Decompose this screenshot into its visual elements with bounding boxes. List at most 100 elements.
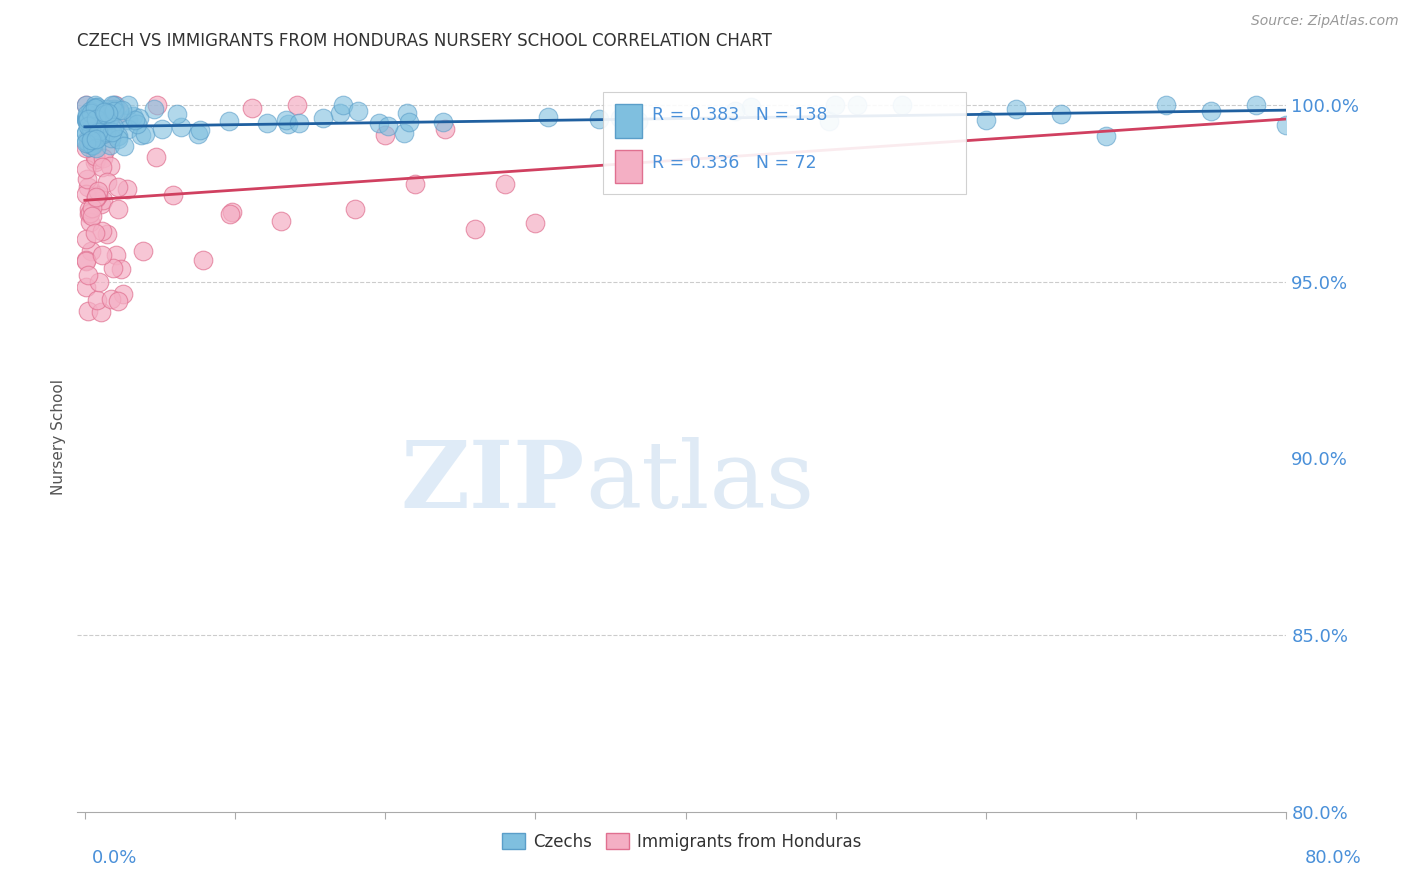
Immigrants from Honduras <box>464 221 486 235</box>
Czechs <box>974 112 997 127</box>
Immigrants from Honduras <box>344 202 367 217</box>
Czechs <box>609 111 631 125</box>
Immigrants from Honduras <box>91 224 114 238</box>
Immigrants from Honduras <box>87 188 110 202</box>
Czechs <box>117 113 139 128</box>
Czechs <box>367 116 389 130</box>
Czechs <box>277 117 299 131</box>
Czechs <box>86 109 108 123</box>
Czechs <box>79 115 101 129</box>
Czechs <box>83 103 105 118</box>
Czechs <box>740 100 762 114</box>
Czechs <box>87 128 110 143</box>
Czechs <box>76 110 98 124</box>
Czechs <box>311 111 333 125</box>
Czechs <box>398 115 420 129</box>
Czechs <box>103 103 125 118</box>
Immigrants from Honduras <box>101 261 124 276</box>
Czechs <box>76 112 98 126</box>
Immigrants from Honduras <box>84 152 107 166</box>
Czechs <box>84 119 107 133</box>
Czechs <box>77 135 100 149</box>
Czechs <box>134 127 156 141</box>
Immigrants from Honduras <box>91 151 114 165</box>
Czechs <box>98 106 121 120</box>
Czechs <box>112 138 135 153</box>
Bar <box>616 104 643 138</box>
Immigrants from Honduras <box>83 154 105 169</box>
Immigrants from Honduras <box>84 149 107 163</box>
Immigrants from Honduras <box>75 98 97 112</box>
Immigrants from Honduras <box>221 204 243 219</box>
Immigrants from Honduras <box>94 144 117 158</box>
Czechs <box>80 132 103 146</box>
Czechs <box>122 109 145 123</box>
Immigrants from Honduras <box>77 206 100 220</box>
Immigrants from Honduras <box>80 244 103 258</box>
Czechs <box>94 114 117 128</box>
Czechs <box>188 123 211 137</box>
Czechs <box>75 126 97 140</box>
Czechs <box>87 108 110 122</box>
Immigrants from Honduras <box>145 150 167 164</box>
Immigrants from Honduras <box>75 232 97 246</box>
Czechs <box>537 110 560 124</box>
Y-axis label: Nursery School: Nursery School <box>51 379 66 495</box>
Text: 0.0%: 0.0% <box>91 848 136 866</box>
Czechs <box>1275 118 1298 132</box>
Czechs <box>627 114 650 128</box>
Czechs <box>890 98 912 112</box>
Czechs <box>82 137 104 152</box>
Czechs <box>218 113 240 128</box>
Czechs <box>288 116 311 130</box>
Immigrants from Honduras <box>76 171 98 186</box>
Czechs <box>94 125 117 139</box>
Czechs <box>84 118 107 132</box>
Czechs <box>87 110 110 124</box>
Czechs <box>329 105 352 120</box>
Czechs <box>82 138 104 153</box>
Czechs <box>256 116 278 130</box>
Immigrants from Honduras <box>434 122 457 136</box>
Czechs <box>97 112 120 126</box>
Czechs <box>75 126 97 140</box>
Czechs <box>392 126 415 140</box>
Czechs <box>75 134 97 148</box>
Czechs <box>84 111 107 125</box>
Czechs <box>87 124 110 138</box>
Czechs <box>103 102 125 116</box>
Czechs <box>846 98 869 112</box>
Czechs <box>1156 98 1178 112</box>
Czechs <box>97 105 120 120</box>
Czechs <box>86 130 108 145</box>
Czechs <box>80 107 103 121</box>
Immigrants from Honduras <box>107 294 129 309</box>
Immigrants from Honduras <box>242 101 264 115</box>
Czechs <box>108 103 131 118</box>
Immigrants from Honduras <box>90 160 112 174</box>
Czechs <box>82 120 104 135</box>
Immigrants from Honduras <box>219 206 242 220</box>
Immigrants from Honduras <box>90 197 112 211</box>
Czechs <box>90 103 112 118</box>
Immigrants from Honduras <box>79 202 101 216</box>
Czechs <box>97 106 120 120</box>
Immigrants from Honduras <box>75 253 97 268</box>
Text: CZECH VS IMMIGRANTS FROM HONDURAS NURSERY SCHOOL CORRELATION CHART: CZECH VS IMMIGRANTS FROM HONDURAS NURSER… <box>77 32 772 50</box>
Czechs <box>98 137 121 152</box>
Immigrants from Honduras <box>110 106 132 120</box>
Czechs <box>377 120 399 134</box>
Immigrants from Honduras <box>77 179 100 194</box>
Immigrants from Honduras <box>80 209 103 223</box>
Czechs <box>79 103 101 118</box>
Czechs <box>98 112 121 126</box>
Immigrants from Honduras <box>96 175 118 189</box>
Czechs <box>94 107 117 121</box>
Immigrants from Honduras <box>146 98 169 112</box>
Czechs <box>86 132 108 146</box>
Immigrants from Honduras <box>191 252 214 267</box>
Czechs <box>129 128 152 143</box>
Immigrants from Honduras <box>75 141 97 155</box>
Czechs <box>82 135 104 149</box>
Czechs <box>1050 107 1073 121</box>
